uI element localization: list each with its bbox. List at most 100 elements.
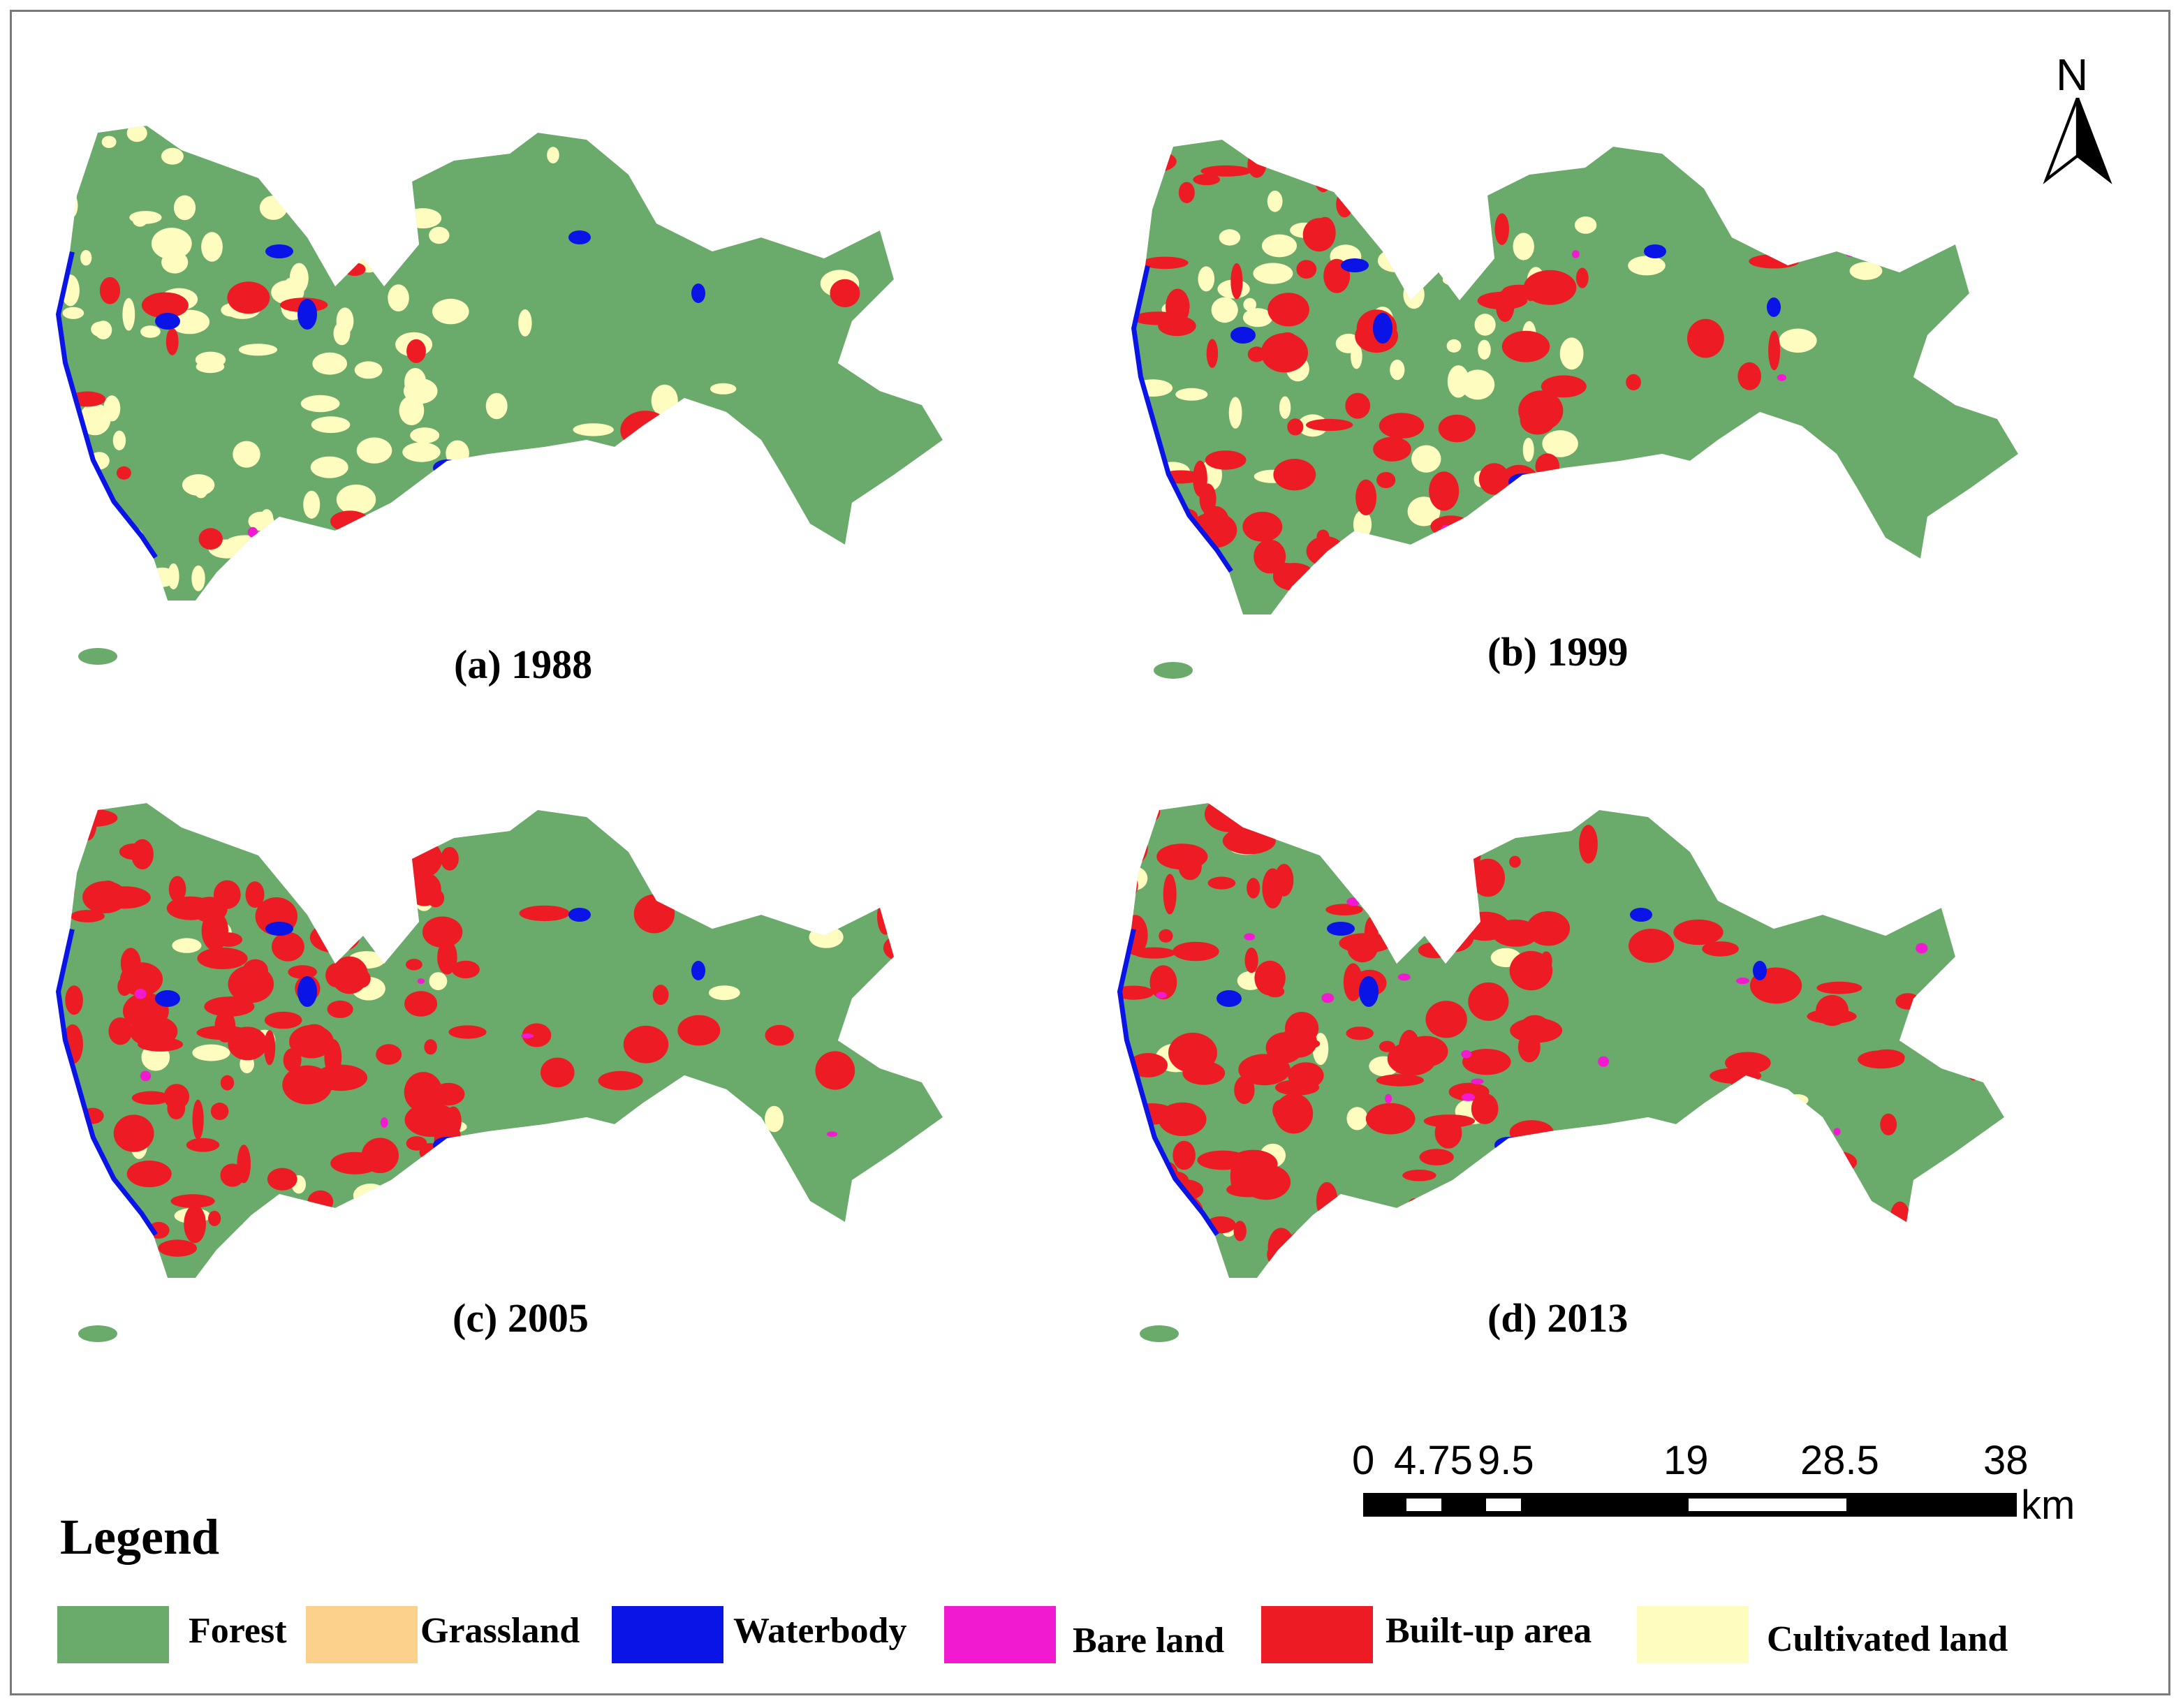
built-up-patch <box>1339 933 1392 953</box>
cultivated-patch <box>191 565 205 591</box>
waterbody-patch <box>433 459 461 476</box>
cultivated-patch <box>1380 1244 1398 1261</box>
cultivated-patch <box>345 838 373 857</box>
waterbody-patch <box>568 230 591 244</box>
built-up-patch <box>1438 414 1476 443</box>
built-up-patch <box>1340 537 1367 562</box>
built-up-patch <box>765 1024 794 1046</box>
cultivated-patch <box>737 1162 769 1191</box>
cultivated-patch <box>201 232 223 262</box>
bare-land-patch <box>1471 1078 1484 1084</box>
built-up-patch <box>221 803 271 830</box>
built-up-patch <box>433 1198 468 1229</box>
built-up-patch <box>1398 808 1429 830</box>
built-up-patch <box>1166 562 1183 598</box>
island <box>78 648 117 665</box>
cultivated-patch <box>1403 280 1425 309</box>
built-up-patch <box>1365 1103 1416 1135</box>
bare-land-patch <box>1736 977 1749 985</box>
built-up-patch <box>1434 1117 1462 1149</box>
built-up-patch <box>726 1202 740 1240</box>
built-up-patch <box>526 1165 552 1197</box>
cultivated-patch <box>1370 554 1391 578</box>
built-up-patch <box>1717 871 1767 903</box>
cultivated-patch <box>62 307 84 319</box>
cultivated-patch <box>1440 237 1468 263</box>
panel-caption-2005: (c) 2005 <box>453 1295 589 1341</box>
built-up-patch <box>1466 833 1481 870</box>
built-up-patch <box>1434 920 1474 952</box>
built-up-patch <box>1477 985 1495 999</box>
built-up-patch <box>289 1024 334 1059</box>
bare-land-patch <box>1156 992 1167 999</box>
waterbody-patch <box>1217 990 1242 1007</box>
built-up-patch <box>314 1064 368 1091</box>
built-up-patch <box>1509 950 1553 991</box>
cultivated-patch <box>1346 1107 1368 1131</box>
bare-land-patch <box>1608 1148 1617 1154</box>
land-cover-fill <box>1117 803 2004 1278</box>
cultivated-patch <box>200 140 240 161</box>
bare-land-patch <box>1461 1050 1472 1059</box>
built-up-patch <box>1873 179 1892 211</box>
cultivated-patch <box>710 383 737 395</box>
built-up-patch <box>845 1214 886 1239</box>
built-up-patch <box>1450 863 1479 897</box>
built-up-patch <box>228 1026 267 1061</box>
built-up-patch <box>1306 418 1353 432</box>
built-up-patch <box>1247 878 1260 899</box>
built-up-patch <box>1816 981 1862 994</box>
built-up-patch <box>1302 218 1336 252</box>
cultivated-patch <box>1466 807 1489 821</box>
built-up-patch <box>1430 515 1471 538</box>
built-up-patch <box>1260 333 1308 373</box>
built-up-patch <box>448 1025 487 1039</box>
built-up-patch <box>1511 492 1526 514</box>
legend-swatch-built-up-area <box>1261 1606 1373 1663</box>
built-up-patch <box>1518 390 1564 431</box>
built-up-patch <box>1341 1234 1377 1247</box>
cultivated-patch <box>303 490 321 519</box>
bare-land-patch <box>878 1208 885 1219</box>
built-up-patch <box>451 960 480 979</box>
cultivated-patch <box>1522 437 1534 462</box>
built-up-patch <box>1880 1113 1897 1135</box>
legend-label-waterbody: Waterbody <box>733 1611 907 1651</box>
built-up-patch <box>633 894 675 934</box>
built-up-patch <box>158 1239 197 1257</box>
built-up-patch <box>186 1138 220 1152</box>
cultivated-patch <box>267 568 302 600</box>
built-up-patch <box>1895 993 1920 1010</box>
cultivated-patch <box>353 1183 388 1208</box>
built-up-patch <box>168 876 186 903</box>
legend-swatch-cultivated-land <box>1637 1606 1749 1663</box>
bare-land-patch <box>1618 1154 1623 1164</box>
cultivated-patch <box>115 1235 140 1250</box>
bare-land-patch <box>1698 1225 1703 1235</box>
cultivated-patch <box>403 378 438 404</box>
built-up-patch <box>259 1219 307 1241</box>
cultivated-patch <box>1761 450 1796 480</box>
legend-swatch-forest <box>57 1606 169 1663</box>
cultivated-patch <box>573 423 614 436</box>
cultivated-patch <box>847 149 871 180</box>
built-up-patch <box>1346 1026 1374 1040</box>
built-up-patch <box>1541 375 1587 398</box>
built-up-patch <box>1379 413 1425 439</box>
built-up-patch <box>854 1213 889 1239</box>
built-up-patch <box>1453 1212 1489 1235</box>
waterbody-patch <box>1710 867 1726 878</box>
built-up-patch <box>1509 1200 1551 1230</box>
cultivated-patch <box>336 484 376 515</box>
bare-land-patch <box>1925 1003 1938 1010</box>
built-up-patch <box>1243 821 1284 839</box>
bare-land-patch <box>1385 1094 1392 1104</box>
cultivated-patch <box>1335 333 1362 353</box>
built-up-patch <box>198 528 223 550</box>
map-panel-2005 <box>56 789 1103 1418</box>
cultivated-patch <box>79 403 111 436</box>
built-up-patch <box>1287 418 1304 436</box>
built-up-patch <box>1751 1178 1774 1205</box>
built-up-patch <box>1233 1221 1247 1242</box>
cultivated-patch <box>1458 177 1487 201</box>
